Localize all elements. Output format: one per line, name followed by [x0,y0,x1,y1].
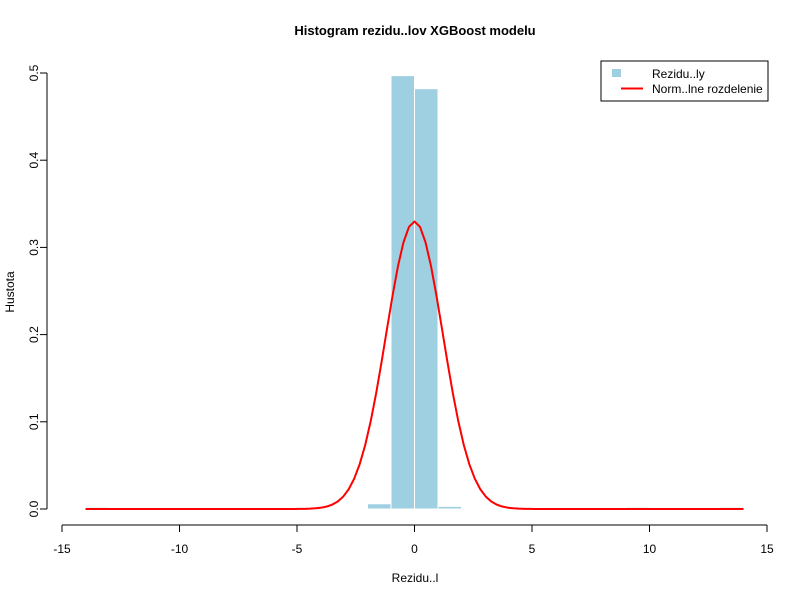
legend-box [600,60,769,102]
y-axis: 0.0 0.1 0.2 0.3 0.4 0.5 [27,64,48,517]
x-tick-label: -5 [292,542,303,556]
legend-label-histogram: Rezidu..ly [652,67,705,81]
bars-layer [85,75,744,511]
x-axis-label: Rezidu..l [392,571,439,585]
histogram-bar [390,75,415,510]
y-axis-label: Hustota [3,271,17,313]
y-tick-label: 0.5 [27,64,41,81]
y-tick-label: 0.0 [27,500,41,517]
x-tick-label: -15 [53,542,71,556]
y-tick-label: 0.2 [27,326,41,343]
x-tick-label: 15 [760,542,774,556]
y-tick-label: 0.1 [27,413,41,430]
y-tick-label: 0.3 [27,239,41,256]
x-tick-label: 5 [529,542,536,556]
x-tick-label: -10 [171,542,189,556]
x-tick-label: 0 [411,542,418,556]
legend: Rezidu..ly Norm..lne rozdelenie [600,60,769,102]
legend-swatch-histogram [612,69,621,77]
histogram-bar [367,503,392,510]
x-tick-label: 10 [643,542,657,556]
x-axis: -15 -10 -5 0 5 10 15 [53,524,774,556]
chart-title: Histogram rezidu..lov XGBoost modelu [294,23,535,38]
normal-density-curve [85,220,744,510]
y-tick-label: 0.4 [27,152,41,169]
curve-layer [85,220,744,510]
legend-label-curve: Norm..lne rozdelenie [652,82,763,96]
histogram-bar [414,88,439,510]
histogram-bar [437,505,462,510]
